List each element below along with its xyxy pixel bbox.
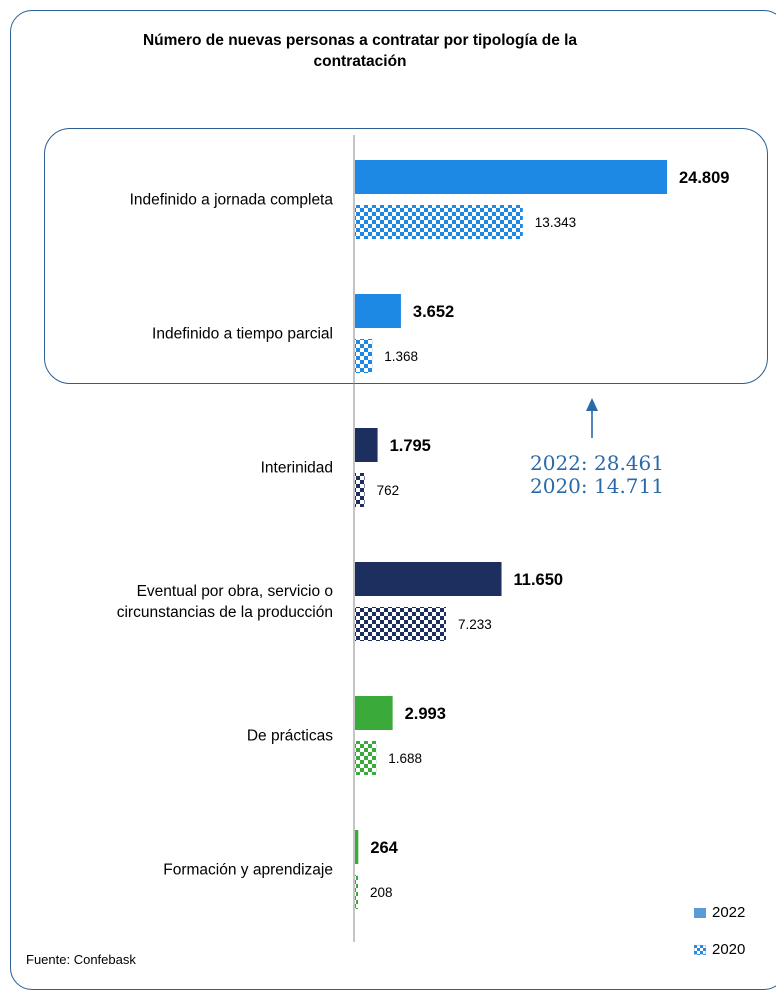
data-label-2020: 1.368 <box>384 349 418 364</box>
data-label-2022: 2.993 <box>405 705 446 723</box>
bar-2020 <box>355 339 373 373</box>
bar-2022 <box>355 696 393 730</box>
indefinido-highlight-box <box>44 128 768 384</box>
bar-2022 <box>355 562 502 596</box>
data-label-2020: 13.343 <box>535 215 576 230</box>
category-label: Interinidad <box>261 460 333 477</box>
chart-title: Número de nuevas personas a contratar po… <box>142 32 578 49</box>
data-label-2022: 264 <box>370 839 398 857</box>
legend-item-2022: 2022 <box>694 904 745 921</box>
bar-2022 <box>355 160 667 194</box>
chart-title-line2: contratación <box>313 53 407 70</box>
bar-2020 <box>355 473 365 507</box>
legend-item-2020: 2020 <box>694 941 745 958</box>
bar-2020 <box>355 875 358 909</box>
total-annotation-2020: 2020: 14.711 <box>530 474 664 498</box>
data-label-2022: 11.650 <box>514 571 564 589</box>
category-label: Indefinido a tiempo parcial <box>152 326 333 343</box>
legend-swatch-2022 <box>694 907 706 918</box>
category-label: Indefinido a jornada completa <box>130 192 334 209</box>
data-label-2020: 208 <box>370 885 393 900</box>
data-label-2020: 1.688 <box>388 751 422 766</box>
category-label: Eventual por obra, servicio o <box>137 583 333 600</box>
bar-2022 <box>355 428 378 462</box>
data-label-2020: 7.233 <box>458 617 492 632</box>
bar-2020 <box>355 741 377 775</box>
data-label-2020: 762 <box>377 483 400 498</box>
bar-2022 <box>355 294 401 328</box>
bar-2020 <box>355 607 446 641</box>
total-annotation-2022: 2022: 28.461 <box>530 451 664 475</box>
data-label-2022: 1.795 <box>390 437 431 455</box>
category-label: circunstancias de la producción <box>117 604 333 621</box>
legend-label-2022: 2022 <box>712 904 746 921</box>
category-label: De prácticas <box>247 728 333 745</box>
source-note: Fuente: Confebask <box>26 952 136 967</box>
category-label: Formación y aprendizaje <box>163 862 333 879</box>
data-label-2022: 3.652 <box>413 303 454 321</box>
bar-2022 <box>355 830 359 864</box>
bar-2020 <box>355 205 523 239</box>
data-label-2022: 24.809 <box>679 169 729 187</box>
legend-label-2020: 2020 <box>712 941 746 958</box>
annotation-arrow <box>586 398 598 438</box>
legend-swatch-2020 <box>694 944 706 955</box>
